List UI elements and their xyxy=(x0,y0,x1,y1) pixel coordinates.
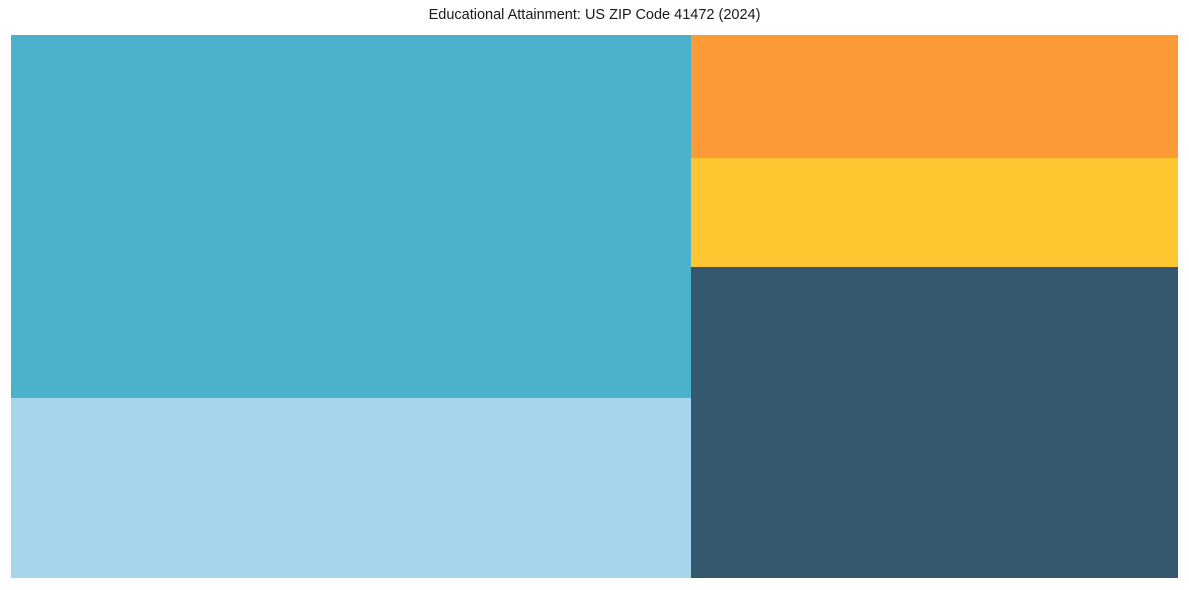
chart-title: Educational Attainment: US ZIP Code 4147… xyxy=(428,7,761,23)
treemap-tile-some-college-no-degree[interactable]: Some College, No Degree xyxy=(690,35,1178,158)
treemap-tile-no-high-school-diploma[interactable]: No High School Diploma xyxy=(11,35,691,398)
treemap-tile-associates-degree[interactable]: Associate's Degree xyxy=(690,158,1178,267)
treemap-plot-area: No High School Diploma High School Gradu… xyxy=(11,35,1178,578)
treemap-tile-bachelors-degree-or-higher[interactable]: Bachelor's Degree or Higher xyxy=(690,267,1178,578)
treemap-column-left: No High School Diploma High School Gradu… xyxy=(11,35,691,578)
treemap-column-right: Some College, No Degree Associate's Degr… xyxy=(690,35,1178,578)
treemap-tile-high-school-graduate[interactable]: High School Graduate xyxy=(11,397,691,578)
